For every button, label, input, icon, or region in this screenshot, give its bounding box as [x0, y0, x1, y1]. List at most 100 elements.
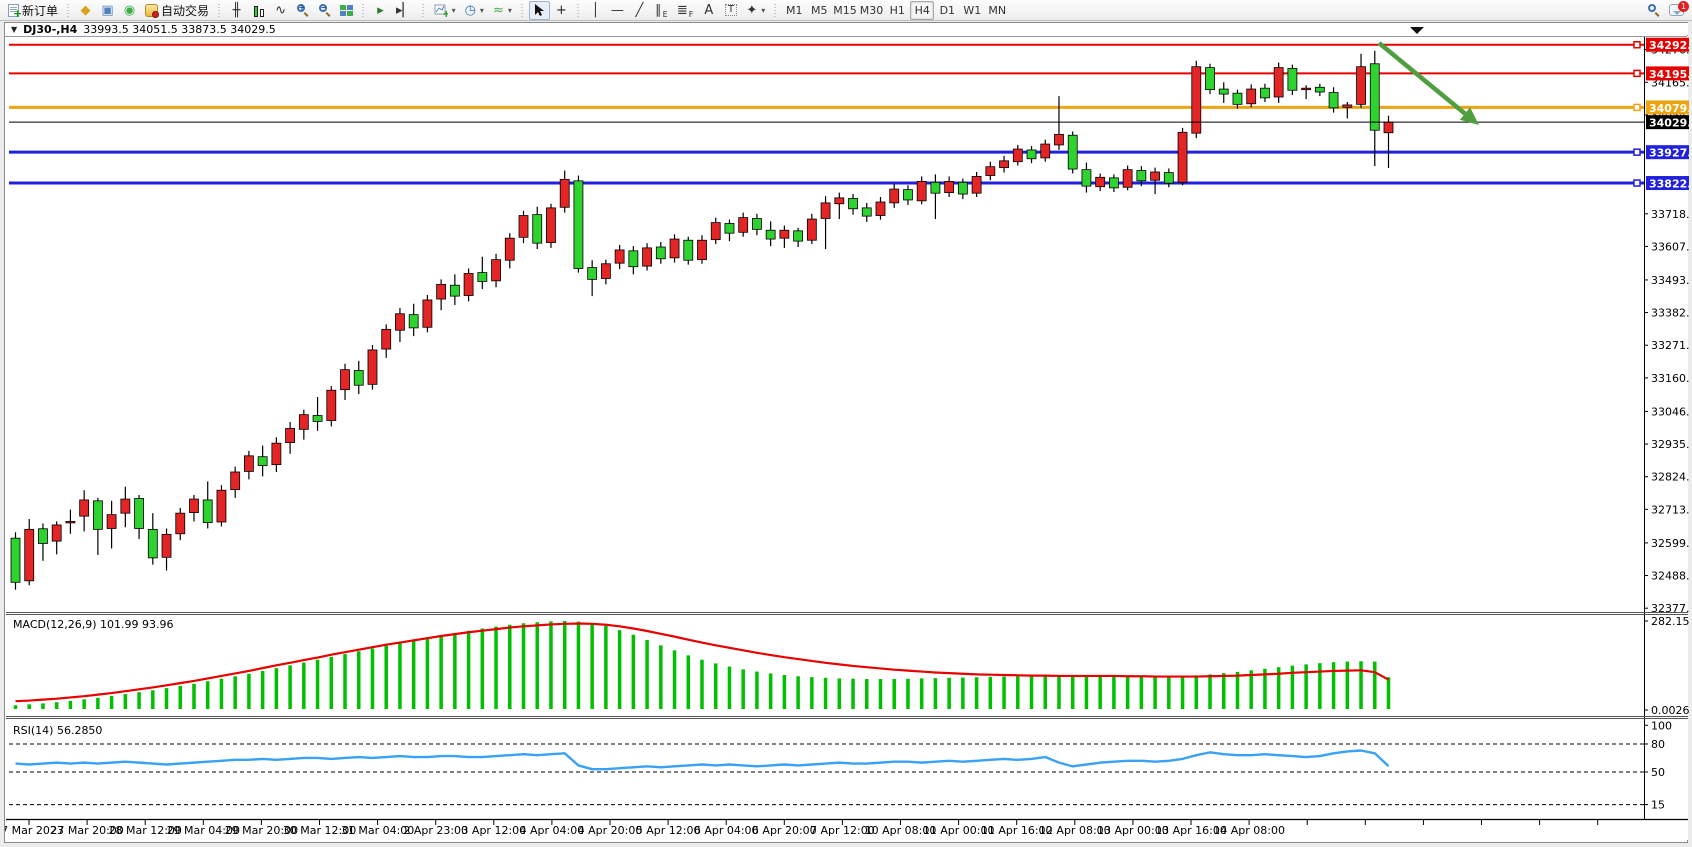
toolbar-separator — [574, 1, 582, 19]
price-tick-label: 33493.0 — [1651, 274, 1689, 287]
vertical-line-button[interactable]: │ — [585, 1, 606, 20]
autotrading-label: 自动交易 — [161, 3, 210, 18]
signals-button[interactable]: ◉ — [119, 1, 140, 20]
time-axis-label: 29 Mar 04:00 — [167, 824, 240, 837]
history-center-button[interactable]: ◆ — [75, 1, 96, 20]
new-chart-button[interactable]: + ▾ — [430, 1, 460, 20]
equidistant-channel-button[interactable]: ∥ E — [655, 2, 668, 19]
time-axis-label: 7 Apr 12:00 — [810, 824, 875, 837]
text-button[interactable]: A — [698, 1, 719, 20]
collapse-icon[interactable]: ▼ — [11, 25, 18, 34]
arrows-icon: ✦ — [746, 2, 758, 18]
resistance-2-price-label — [1646, 66, 1689, 81]
toolbar-separator — [360, 1, 368, 19]
time-axis-label: 27 Mar 20:00 — [50, 824, 123, 837]
timeframe-m15-button[interactable]: M15 — [833, 3, 857, 17]
candlestick-series — [10, 50, 1394, 590]
timeframe-mn-button[interactable]: MN — [988, 3, 1007, 17]
rsi-line — [15, 749, 1390, 771]
rsi-level-label: 50 — [1651, 766, 1665, 779]
price-tick-label: 32599.0 — [1651, 537, 1689, 550]
timeframe-d1-button[interactable]: D1 — [939, 3, 956, 17]
price-tick-label: 32713.0 — [1651, 503, 1689, 516]
crosshair-button[interactable]: + — [551, 1, 572, 20]
timeframe-w1-button[interactable]: W1 — [963, 3, 982, 17]
text-label-button[interactable]: T — [720, 1, 741, 20]
rsi-level-label: 15 — [1651, 799, 1665, 812]
time-axis-label: 6 Apr 20:00 — [752, 824, 817, 837]
fibonacci-icon: ≣ — [676, 2, 688, 18]
search-button[interactable] — [1643, 1, 1664, 20]
macd-signal-line — [15, 622, 1390, 703]
macd-label: MACD(12,26,9) 101.99 93.96 — [13, 618, 174, 631]
bar-chart-button[interactable]: ╫ — [226, 1, 247, 20]
notifications-button[interactable]: 1 — [1665, 1, 1689, 20]
tile-windows-button[interactable] — [336, 1, 357, 20]
svg-text:34195.2: 34195.2 — [1649, 68, 1689, 81]
fibonacci-button[interactable]: ≣ F — [676, 2, 694, 19]
zoom-out-icon: − — [318, 3, 331, 17]
time-axis-label: 11 Apr 16:00 — [981, 824, 1053, 837]
macd-panel: MACD(12,26,9) 101.99 93.96 282.15 0.0026 — [13, 615, 1689, 717]
autotrading-icon — [145, 3, 160, 18]
timeframe-h4-button[interactable]: H4 — [910, 0, 935, 20]
timeframe-m1-button[interactable]: M1 — [786, 3, 803, 17]
time-axis-label: 6 Apr 04:00 — [694, 824, 759, 837]
cursor-button[interactable] — [528, 0, 550, 20]
zoom-in-button[interactable]: + — [292, 1, 313, 20]
price-tick-label: 32935.0 — [1651, 438, 1689, 451]
signals-icon: ◉ — [123, 2, 136, 18]
line-chart-icon: ∿ — [275, 2, 286, 18]
auto-scroll-button[interactable]: ▸ — [370, 1, 391, 20]
autotrading-button[interactable]: 自动交易 — [141, 1, 213, 20]
profiles-button[interactable]: ◷ ▾ — [464, 2, 484, 18]
crosshair-icon: + — [555, 2, 567, 18]
timeframe-h1-button[interactable]: H1 — [889, 3, 905, 17]
trendline-button[interactable]: ╱ — [629, 1, 650, 20]
toolbar-separator — [216, 1, 224, 19]
text-icon: A — [704, 2, 714, 18]
trend-arrow[interactable] — [1377, 41, 1479, 125]
horizontal-line-button[interactable]: — — [607, 1, 628, 20]
arrows-button[interactable]: ✦ ▾ — [746, 2, 766, 18]
toolbar-separator — [65, 1, 73, 19]
auto-scroll-icon: ▸ — [377, 2, 384, 18]
svg-text:33822.5: 33822.5 — [1649, 178, 1689, 191]
toolbar-separator — [518, 1, 526, 19]
time-axis-label: 3 Apr 12:00 — [461, 824, 526, 837]
time-axis-label: 30 Mar 12:00 — [283, 824, 356, 837]
time-axis-label: 13 Apr 16:00 — [1155, 824, 1227, 837]
timeframe-m30-button[interactable]: M30 — [859, 3, 884, 17]
zoom-out-button[interactable]: − — [314, 1, 335, 20]
bar-chart-icon: ╫ — [232, 2, 241, 18]
cursor-icon — [533, 3, 545, 17]
chart-shift-button[interactable]: ▸▏ — [392, 1, 417, 20]
horizontal-line-icon: — — [610, 2, 624, 18]
indicators-icon: ≈ — [492, 2, 504, 18]
rsi-panel: 100 80 50 15 RSI(14) 56.2850 — [9, 719, 1672, 812]
profiles-icon: ◷ — [464, 2, 476, 18]
time-axis-label: 31 Mar 04:00 — [341, 824, 414, 837]
svg-text:33927.4: 33927.4 — [1649, 147, 1689, 160]
time-axis-label: 10 Apr 08:00 — [865, 824, 937, 837]
svg-text:34079.6: 34079.6 — [1649, 102, 1689, 115]
svg-text:34029.5: 34029.5 — [1649, 117, 1689, 130]
virtual-hosting-button[interactable]: ▣ — [97, 1, 118, 20]
line-chart-button[interactable]: ∿ — [270, 1, 291, 20]
history-center-icon: ◆ — [80, 2, 91, 18]
candlestick-chart-button[interactable] — [248, 1, 269, 20]
equidistant-channel-icon: ∥ — [655, 2, 662, 18]
virtual-hosting-icon: ▣ — [101, 2, 114, 18]
chart-shift-marker-icon[interactable] — [1410, 27, 1424, 34]
price-tick-label: 32377.0 — [1651, 602, 1689, 615]
time-axis-label: 4 Apr 04:00 — [520, 824, 585, 837]
indicators-button[interactable]: ≈ ▾ — [492, 2, 512, 18]
new-order-button[interactable]: + 新订单 — [4, 1, 62, 20]
chart-symbol-period: DJ30-,H4 — [23, 23, 78, 36]
rsi-level-label: 100 — [1651, 719, 1672, 732]
timeframe-m5-button[interactable]: M5 — [811, 3, 828, 17]
price-tick-label: 33160.0 — [1651, 372, 1689, 385]
toolbar-separator — [772, 1, 780, 19]
